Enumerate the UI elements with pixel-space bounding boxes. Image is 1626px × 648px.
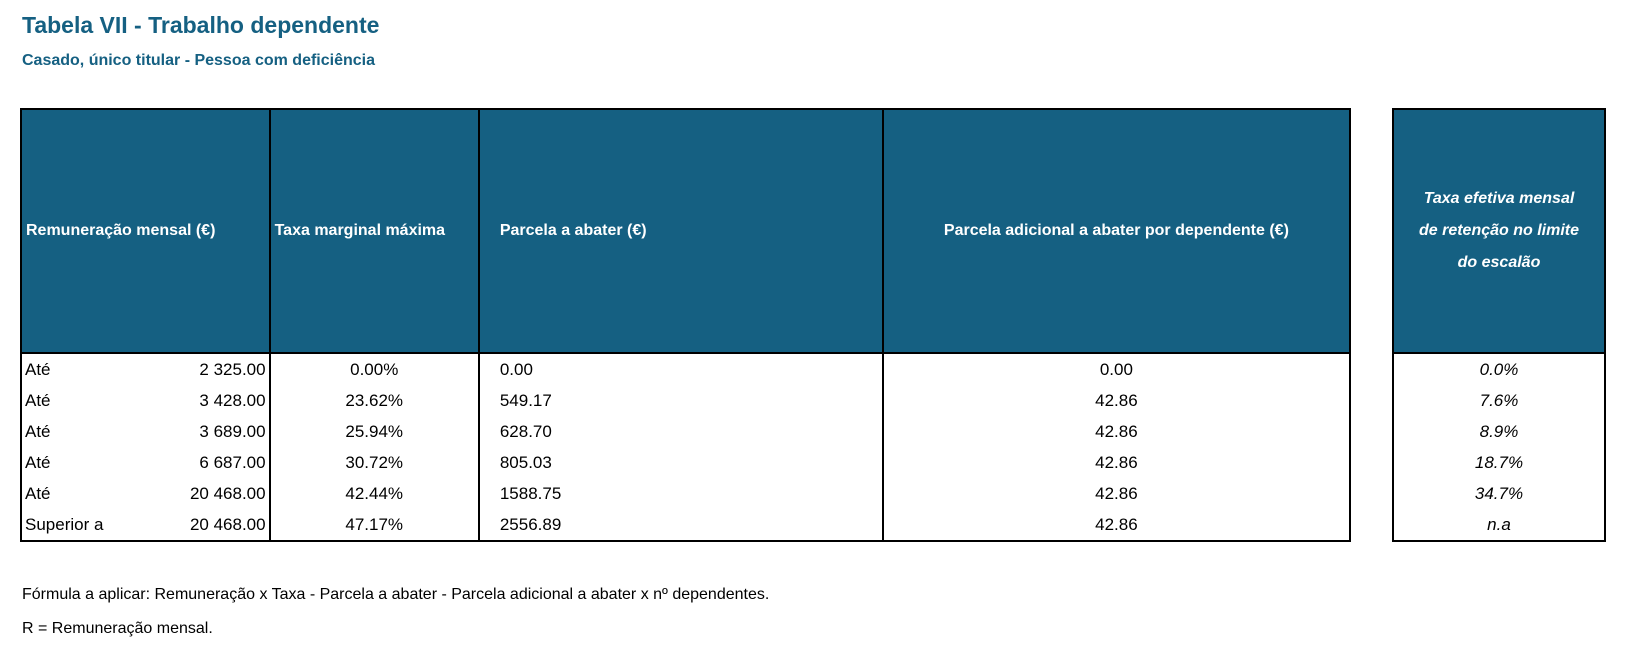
deduction-cell: 0.00: [477, 353, 884, 385]
effective-rate-table: Taxa efetiva mensal de retenção no limit…: [1392, 108, 1606, 542]
remuneration-cell: Até 3 428.00: [20, 385, 271, 416]
table-row: Até 3 689.00 25.94% 628.70 42.86: [20, 416, 1352, 447]
table-header-row: Taxa efetiva mensal de retenção no limit…: [1392, 108, 1606, 354]
table-row: Até 20 468.00 42.44% 1588.75 42.86: [20, 478, 1352, 509]
table-row: Até 2 325.00 0.00% 0.00 0.00: [20, 353, 1352, 385]
table-header-row: Remuneração mensal (€) Taxa marginal máx…: [20, 108, 1352, 354]
per-dependent-cell: 0.00: [881, 353, 1352, 385]
effective-rate-cell: 8.9%: [1392, 416, 1606, 447]
effective-rate-cell: 7.6%: [1392, 385, 1606, 416]
remuneration-cell: Superior a 20 468.00: [20, 509, 271, 542]
remuneration-cell: Até 2 325.00: [20, 353, 271, 385]
per-dependent-cell: 42.86: [881, 416, 1352, 447]
deduction-cell: 2556.89: [477, 509, 884, 542]
remuneration-amount: 6 687.00: [199, 452, 266, 472]
page-title: Tabela VII - Trabalho dependente: [22, 12, 380, 38]
header-effective-rate-line: Taxa efetiva mensal: [1423, 190, 1575, 207]
remuneration-cell: Até 6 687.00: [20, 447, 271, 478]
deduction-cell: 1588.75: [477, 478, 884, 509]
table-row: Até 3 428.00 23.62% 549.17 42.86: [20, 385, 1352, 416]
header-deduction: Parcela a abater (€): [477, 108, 884, 354]
page-subtitle: Casado, único titular - Pessoa com defic…: [22, 52, 375, 69]
per-dependent-cell: 42.86: [881, 447, 1352, 478]
rate-cell: 42.44%: [268, 478, 480, 509]
table-row: 0.0%: [1392, 353, 1606, 385]
effective-rate-cell: 34.7%: [1392, 478, 1606, 509]
remuneration-prefix: Até: [25, 390, 51, 410]
header-per-dependent: Parcela adicional a abater por dependent…: [881, 108, 1352, 354]
effective-rate-cell: 0.0%: [1392, 353, 1606, 385]
header-effective-rate: Taxa efetiva mensal de retenção no limit…: [1392, 108, 1606, 354]
table-row: Superior a 20 468.00 47.17% 2556.89 42.86: [20, 509, 1352, 542]
remuneration-amount: 2 325.00: [199, 359, 266, 379]
remuneration-cell: Até 3 689.00: [20, 416, 271, 447]
remuneration-prefix: Até: [25, 359, 51, 379]
remuneration-amount: 3 428.00: [199, 390, 266, 410]
table-row: Até 6 687.00 30.72% 805.03 42.86: [20, 447, 1352, 478]
rate-cell: 30.72%: [268, 447, 480, 478]
rate-cell: 25.94%: [268, 416, 480, 447]
effective-rate-cell: 18.7%: [1392, 447, 1606, 478]
remuneration-prefix: Até: [25, 452, 51, 472]
table-row: 34.7%: [1392, 478, 1606, 509]
remuneration-prefix: Superior a: [25, 514, 104, 534]
deduction-cell: 628.70: [477, 416, 884, 447]
remuneration-amount: 20 468.00: [189, 514, 266, 534]
rate-cell: 47.17%: [268, 509, 480, 542]
header-effective-rate-line: de retenção no limite: [1418, 222, 1580, 239]
table-row: 7.6%: [1392, 385, 1606, 416]
per-dependent-cell: 42.86: [881, 478, 1352, 509]
header-marginal-rate: Taxa marginal máxima: [268, 108, 480, 354]
remuneration-amount: 3 689.00: [199, 421, 266, 441]
effective-rate-cell: n.a: [1392, 509, 1606, 542]
remuneration-prefix: Até: [25, 421, 51, 441]
rate-cell: 23.62%: [268, 385, 480, 416]
deduction-cell: 549.17: [477, 385, 884, 416]
remuneration-prefix: Até: [25, 483, 51, 503]
table-row: 8.9%: [1392, 416, 1606, 447]
withholding-table: Remuneração mensal (€) Taxa marginal máx…: [20, 108, 1352, 542]
footnotes: Fórmula a aplicar: Remuneração x Taxa - …: [22, 578, 769, 646]
per-dependent-cell: 42.86: [881, 509, 1352, 542]
header-effective-rate-line: do escalão: [1457, 254, 1541, 271]
per-dependent-cell: 42.86: [881, 385, 1352, 416]
legend-note: R = Remuneração mensal.: [22, 620, 213, 637]
remuneration-amount: 20 468.00: [189, 483, 266, 503]
header-remuneration: Remuneração mensal (€): [20, 108, 271, 354]
formula-note: Fórmula a aplicar: Remuneração x Taxa - …: [22, 586, 770, 603]
rate-cell: 0.00%: [268, 353, 480, 385]
deduction-cell: 805.03: [477, 447, 884, 478]
table-row: n.a: [1392, 509, 1606, 542]
remuneration-cell: Até 20 468.00: [20, 478, 271, 509]
table-row: 18.7%: [1392, 447, 1606, 478]
